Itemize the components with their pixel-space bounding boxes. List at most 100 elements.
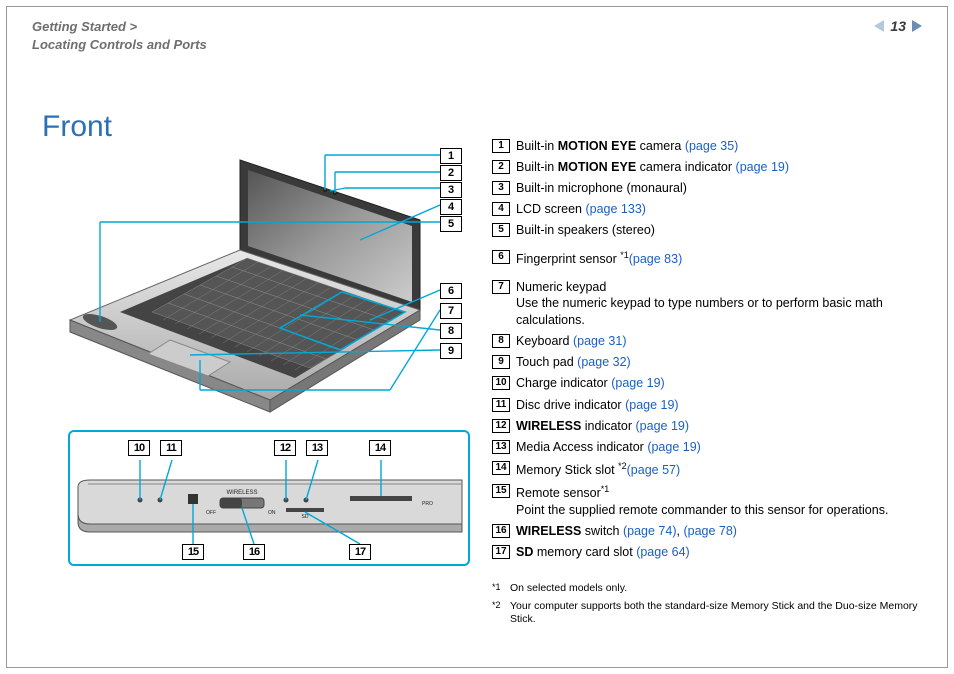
callout-9: 9: [440, 343, 462, 359]
page-number: 13: [890, 18, 906, 34]
legend-num: 13: [492, 440, 510, 454]
legend-num: 9: [492, 355, 510, 369]
breadcrumb-line1: Getting Started >: [32, 18, 207, 36]
callout-5: 5: [440, 216, 462, 232]
footnote-mark: *2: [492, 600, 510, 627]
legend-row: 13 Media Access indicator (page 19): [492, 439, 934, 456]
footnote-text: Your computer supports both the standard…: [510, 600, 934, 627]
legend-num: 17: [492, 545, 510, 559]
callout-16: 16: [243, 544, 265, 560]
legend-num: 7: [492, 280, 510, 294]
callout-1: 1: [440, 148, 462, 164]
legend-num: 4: [492, 202, 510, 216]
callout-13: 13: [306, 440, 328, 456]
legend-text: Keyboard (page 31): [516, 333, 627, 350]
legend-row: 8 Keyboard (page 31): [492, 333, 934, 350]
legend-text: Built-in speakers (stereo): [516, 222, 655, 239]
footnote-row: *1On selected models only.: [492, 582, 934, 596]
callout-17: 17: [349, 544, 371, 560]
page-link[interactable]: (page 78): [683, 524, 737, 538]
callout-7: 7: [440, 303, 462, 319]
callout-12: 12: [274, 440, 296, 456]
legend-row: 16 WIRELESS switch (page 74), (page 78): [492, 523, 934, 540]
svg-text:SD: SD: [302, 514, 309, 520]
legend-text: WIRELESS indicator (page 19): [516, 418, 689, 435]
laptop-illustration: [40, 140, 470, 430]
legend-num: 2: [492, 160, 510, 174]
svg-text:OFF: OFF: [206, 510, 216, 516]
legend-row: 2 Built-in MOTION EYE camera indicator (p…: [492, 159, 934, 176]
prev-page-icon[interactable]: [874, 20, 884, 32]
legend-text: Disc drive indicator (page 19): [516, 397, 679, 414]
page-link[interactable]: (page 35): [685, 139, 739, 153]
legend-num: 6: [492, 250, 510, 264]
legend-text: Built-in MOTION EYE camera indicator (pa…: [516, 159, 789, 176]
page-link[interactable]: (page 31): [573, 334, 627, 348]
footnote-row: *2Your computer supports both the standa…: [492, 600, 934, 627]
page-title: Front: [42, 110, 112, 144]
legend: 1 Built-in MOTION EYE camera (page 35) 2 Bu…: [492, 138, 934, 565]
callout-4: 4: [440, 199, 462, 215]
page-link[interactable]: (page 19): [625, 398, 679, 412]
page-link[interactable]: (page 19): [636, 419, 690, 433]
header: Getting Started > Locating Controls and …: [32, 18, 922, 53]
legend-text: Remote sensor*1Point the supplied remote…: [516, 483, 888, 519]
footnote-mark: *1: [492, 582, 510, 596]
breadcrumb-line2: Locating Controls and Ports: [32, 36, 207, 54]
page-link[interactable]: (page 57): [627, 463, 681, 477]
legend-num: 11: [492, 398, 510, 412]
legend-text: Media Access indicator (page 19): [516, 439, 701, 456]
legend-num: 1: [492, 139, 510, 153]
legend-row: 7 Numeric keypadUse the numeric keypad to…: [492, 279, 934, 330]
legend-text: Charge indicator (page 19): [516, 375, 665, 392]
legend-row: 17SD memory card slot (page 64): [492, 544, 934, 561]
callout-10: 10: [128, 440, 150, 456]
legend-num: 10: [492, 376, 510, 390]
footnote-text: On selected models only.: [510, 582, 934, 596]
callout-3: 3: [440, 182, 462, 198]
legend-text: Fingerprint sensor *1(page 83): [516, 249, 682, 268]
legend-text: LCD screen (page 133): [516, 201, 646, 218]
footnotes: *1On selected models only.*2Your compute…: [492, 582, 934, 631]
legend-row: 14Memory Stick slot *2(page 57): [492, 460, 934, 479]
page-link[interactable]: (page 133): [585, 202, 645, 216]
page-link[interactable]: (page 19): [736, 160, 790, 174]
page-link[interactable]: (page 19): [611, 376, 665, 390]
diagram-area: 1 2 3 4 5 6 7 8 9 WIRELESS OFF ON: [40, 140, 470, 620]
next-page-icon[interactable]: [912, 20, 922, 32]
page-link[interactable]: (page 74): [623, 524, 677, 538]
legend-row: 3 Built-in microphone (monaural): [492, 180, 934, 197]
legend-num: 8: [492, 334, 510, 348]
legend-row: 1 Built-in MOTION EYE camera (page 35): [492, 138, 934, 155]
callout-2: 2: [440, 165, 462, 181]
legend-num: 15: [492, 484, 510, 498]
svg-text:ON: ON: [268, 510, 276, 516]
page-link[interactable]: (page 64): [636, 545, 690, 559]
callout-14: 14: [369, 440, 391, 456]
legend-num: 3: [492, 181, 510, 195]
page-link[interactable]: (page 83): [629, 252, 683, 266]
legend-num: 12: [492, 419, 510, 433]
legend-row: 15 Remote sensor*1Point the supplied remo…: [492, 483, 934, 519]
page-link[interactable]: (page 19): [647, 440, 701, 454]
legend-text: Numeric keypadUse the numeric keypad to …: [516, 279, 934, 330]
legend-num: 5: [492, 223, 510, 237]
svg-text:WIRELESS: WIRELESS: [226, 490, 257, 496]
page-link[interactable]: (page 32): [577, 355, 631, 369]
legend-row: 10 Charge indicator (page 19): [492, 375, 934, 392]
legend-num: 16: [492, 524, 510, 538]
legend-row: 12 WIRELESS indicator (page 19): [492, 418, 934, 435]
legend-text: Touch pad (page 32): [516, 354, 631, 371]
legend-text: Built-in microphone (monaural): [516, 180, 687, 197]
legend-row: 9 Touch pad (page 32): [492, 354, 934, 371]
legend-row: 11 Disc drive indicator (page 19): [492, 397, 934, 414]
legend-row: 6 Fingerprint sensor *1(page 83): [492, 249, 934, 268]
legend-text: WIRELESS switch (page 74), (page 78): [516, 523, 737, 540]
legend-num: 14: [492, 461, 510, 475]
callout-15: 15: [182, 544, 204, 560]
callout-11: 11: [160, 440, 182, 456]
svg-text:PRO: PRO: [422, 501, 433, 507]
legend-row: 4 LCD screen (page 133): [492, 201, 934, 218]
legend-text: Built-in MOTION EYE camera (page 35): [516, 138, 738, 155]
breadcrumb: Getting Started > Locating Controls and …: [32, 18, 207, 53]
